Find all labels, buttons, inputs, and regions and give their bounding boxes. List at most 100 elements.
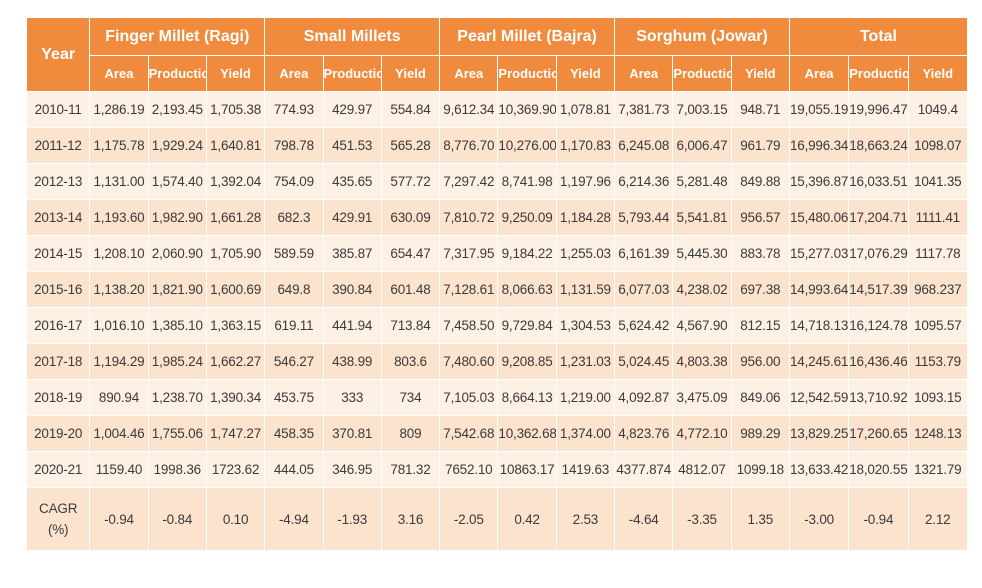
value-cell: 9,184.22 — [497, 235, 557, 272]
value-cell: 734 — [380, 379, 441, 416]
value-cell: 1095.57 — [907, 307, 969, 344]
value-cell: 4,567.90 — [672, 307, 732, 344]
value-cell: 1,238.70 — [147, 379, 207, 416]
value-cell: 18,663.24 — [848, 127, 909, 164]
value-cell: 654.47 — [380, 235, 441, 272]
sub-header-yield: Yield — [555, 55, 616, 92]
value-cell: 7,105.03 — [439, 379, 499, 416]
value-cell: 713.84 — [380, 307, 441, 344]
table-row: 2010-11 1,286.19 2,193.45 1,705.38 774.93 429… — [25, 91, 969, 128]
value-cell: 1,363.15 — [205, 307, 266, 344]
sub-header-area: Area — [614, 55, 674, 92]
value-cell: 1,197.96 — [555, 163, 616, 200]
value-cell: 19,996.47 — [848, 91, 909, 128]
sub-header-yield: Yield — [730, 55, 790, 92]
value-cell: 9,208.85 — [497, 343, 557, 380]
value-cell: 15,480.06 — [788, 199, 850, 236]
value-cell: 1,193.60 — [89, 199, 149, 236]
value-cell: 1,016.10 — [89, 307, 149, 344]
value-cell: 1,747.27 — [205, 415, 266, 452]
table-row: 2020-21 1159.40 1998.36 1723.62 444.05 346.95… — [25, 451, 969, 488]
value-cell: 10,276.00 — [497, 127, 557, 164]
cagr-value-cell: -4.94 — [264, 487, 324, 551]
cagr-row: CAGR (%) -0.94 -0.84 0.10 -4.94 -1.93 3.16 -2.05… — [25, 487, 969, 551]
value-cell: 7,458.50 — [439, 307, 499, 344]
value-cell: 370.81 — [322, 415, 382, 452]
value-cell: 1419.63 — [555, 451, 616, 488]
value-cell: 1117.78 — [907, 235, 969, 272]
value-cell: 9,612.34 — [439, 91, 499, 128]
value-cell: 1,385.10 — [147, 307, 207, 344]
table-row: 2014-15 1,208.10 2,060.90 1,705.90 589.59 385… — [25, 235, 969, 272]
value-cell: 2,060.90 — [147, 235, 207, 272]
value-cell: 754.09 — [264, 163, 324, 200]
value-cell: 849.06 — [730, 379, 790, 416]
value-cell: 14,718.13 — [788, 307, 850, 344]
value-cell: 14,517.39 — [848, 271, 909, 308]
value-cell: 812.15 — [730, 307, 790, 344]
cagr-label-cell: CAGR (%) — [25, 487, 91, 551]
value-cell: 1098.07 — [907, 127, 969, 164]
value-cell: 15,277.03 — [788, 235, 850, 272]
value-cell: 546.27 — [264, 343, 324, 380]
value-cell: 435.65 — [322, 163, 382, 200]
cagr-value-cell: -0.94 — [89, 487, 149, 551]
value-cell: 451.53 — [322, 127, 382, 164]
sub-header-area: Area — [264, 55, 324, 92]
value-cell: 7,542.68 — [439, 415, 499, 452]
table-row: 2019-20 1,004.46 1,755.06 1,747.27 458.35 370… — [25, 415, 969, 452]
value-cell: 1,600.69 — [205, 271, 266, 308]
cagr-value-cell: 0.42 — [497, 487, 557, 551]
year-cell: 2015-16 — [25, 271, 91, 308]
value-cell: 1,219.00 — [555, 379, 616, 416]
value-cell: 803.6 — [380, 343, 441, 380]
cagr-value-cell: -1.93 — [322, 487, 382, 551]
table-row: 2013-14 1,193.60 1,982.90 1,661.28 682.3 429.… — [25, 199, 969, 236]
value-cell: 968.237 — [907, 271, 969, 308]
sub-header-production: Production — [497, 55, 557, 92]
year-cell: 2016-17 — [25, 307, 91, 344]
value-cell: 1,662.27 — [205, 343, 266, 380]
value-cell: 7,128.61 — [439, 271, 499, 308]
cagr-label: CAGR — [39, 501, 78, 516]
value-cell: 1,392.04 — [205, 163, 266, 200]
value-cell: 589.59 — [264, 235, 324, 272]
cagr-value-cell: -2.05 — [439, 487, 499, 551]
value-cell: 6,214.36 — [614, 163, 674, 200]
value-cell: 601.48 — [380, 271, 441, 308]
cagr-value-cell: 0.10 — [205, 487, 266, 551]
value-cell: 1,640.81 — [205, 127, 266, 164]
sub-header-area: Area — [89, 55, 149, 92]
value-cell: 6,161.39 — [614, 235, 674, 272]
value-cell: 14,245.61 — [788, 343, 850, 380]
value-cell: 948.71 — [730, 91, 790, 128]
year-cell: 2013-14 — [25, 199, 91, 236]
value-cell: 1248.13 — [907, 415, 969, 452]
value-cell: 1,175.78 — [89, 127, 149, 164]
value-cell: 17,204.71 — [848, 199, 909, 236]
value-cell: 1723.62 — [205, 451, 266, 488]
cagr-value-cell: -3.00 — [788, 487, 850, 551]
value-cell: 4,772.10 — [672, 415, 732, 452]
table-row: 2015-16 1,138.20 1,821.90 1,600.69 649.8 390.… — [25, 271, 969, 308]
value-cell: 1,821.90 — [147, 271, 207, 308]
value-cell: 8,664.13 — [497, 379, 557, 416]
value-cell: 14,993.64 — [788, 271, 850, 308]
cagr-unit: (%) — [47, 522, 69, 537]
value-cell: 4,803.38 — [672, 343, 732, 380]
value-cell: 956.00 — [730, 343, 790, 380]
value-cell: 7,297.42 — [439, 163, 499, 200]
value-cell: 1,985.24 — [147, 343, 207, 380]
value-cell: 390.84 — [322, 271, 382, 308]
value-cell: 441.94 — [322, 307, 382, 344]
value-cell: 1,574.40 — [147, 163, 207, 200]
cagr-value-cell: -3.35 — [672, 487, 732, 551]
value-cell: 6,006.47 — [672, 127, 732, 164]
value-cell: 1,390.34 — [205, 379, 266, 416]
millet-statistics-table: Year Finger Millet (Ragi) Small Millets … — [25, 17, 969, 551]
sub-header-yield: Yield — [907, 55, 969, 92]
value-cell: 8,776.70 — [439, 127, 499, 164]
value-cell: 18,020.55 — [848, 451, 909, 488]
group-header-finger-millet: Finger Millet (Ragi) — [89, 17, 266, 56]
value-cell: 697.38 — [730, 271, 790, 308]
